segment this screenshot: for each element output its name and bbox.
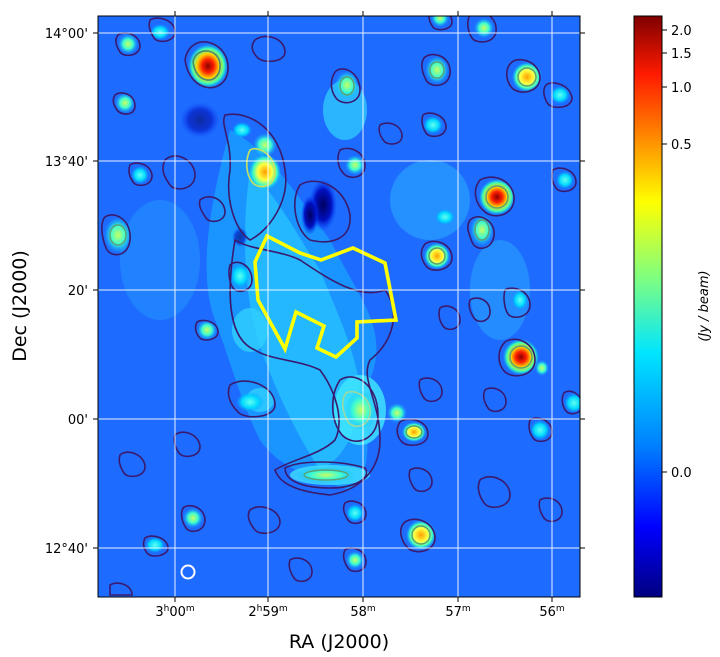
colorbar-tick-1-5: 1.5 bbox=[671, 47, 692, 62]
axis-ticks bbox=[93, 11, 585, 602]
colorbar-tick-0-0: 0.0 bbox=[671, 466, 692, 481]
colorbar-tick-1-0: 1.0 bbox=[671, 81, 692, 96]
dec-tick-2: 20' bbox=[68, 284, 88, 299]
y-axis-title: Dec (J2000) bbox=[9, 250, 31, 362]
colorbar-tick-labels: 2.0 1.5 1.0 0.5 0.0 bbox=[671, 24, 692, 481]
x-axis-title: RA (J2000) bbox=[289, 631, 389, 653]
colorbar bbox=[633, 15, 663, 598]
ra-tick-3h00m: 3h00m bbox=[155, 604, 194, 620]
radio-map-image bbox=[98, 16, 580, 597]
coordinate-grid bbox=[98, 16, 580, 597]
dec-tick-labels: 14°00' 13°40' 20' 00' 12°40' bbox=[45, 27, 88, 557]
dec-tick-1: 13°40' bbox=[45, 155, 88, 170]
ra-tick-58m: 58m bbox=[350, 604, 375, 620]
dec-tick-0: 14°00' bbox=[45, 27, 88, 42]
colorbar-title: (Jy / beam) bbox=[697, 270, 712, 341]
ra-tick-56m: 56m bbox=[539, 604, 564, 620]
colorbar-tick-2-0: 2.0 bbox=[671, 24, 692, 39]
dec-tick-4: 12°40' bbox=[45, 542, 88, 557]
map-frame bbox=[97, 15, 581, 598]
contour-lines bbox=[101, 16, 580, 596]
ra-tick-labels: 3h00m 2h59m 58m 57m 56m bbox=[155, 604, 564, 620]
region-outline bbox=[253, 233, 399, 360]
ra-tick-57m: 57m bbox=[445, 604, 470, 620]
beam-marker bbox=[180, 564, 196, 580]
ra-tick-2h59m: 2h59m bbox=[248, 604, 287, 620]
inner-contours bbox=[109, 61, 537, 545]
colorbar-tick-0-5: 0.5 bbox=[671, 138, 692, 153]
colorbar-ticks bbox=[662, 29, 667, 473]
dec-tick-3: 00' bbox=[68, 413, 88, 428]
